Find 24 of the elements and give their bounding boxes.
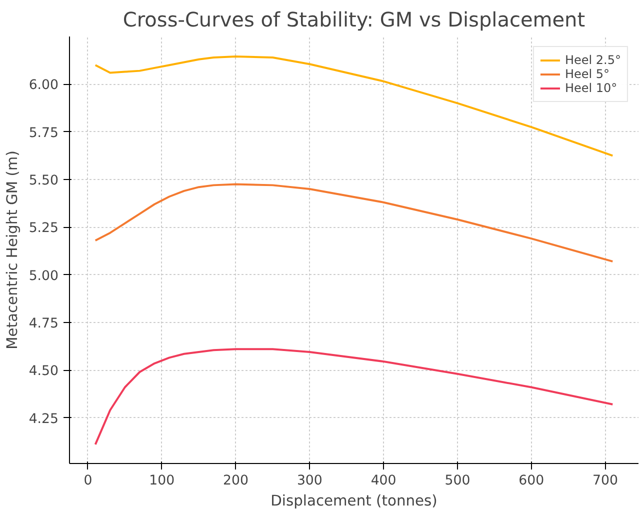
y-tick-label: 5.75 bbox=[28, 126, 59, 141]
line-series bbox=[94, 183, 614, 262]
legend-label: Heel 5° bbox=[564, 67, 610, 81]
x-tick-label: 500 bbox=[444, 474, 470, 488]
line-series bbox=[94, 348, 614, 446]
x-axis-title: Displacement (tonnes) bbox=[270, 492, 438, 510]
y-tick-label: 5.50 bbox=[28, 173, 59, 188]
legend-label: Heel 2.5° bbox=[564, 53, 621, 67]
y-tick-label: 6.00 bbox=[28, 78, 59, 94]
x-tick-label: 200 bbox=[223, 474, 248, 488]
x-tick-label: 0 bbox=[84, 474, 92, 488]
x-tick-label: 600 bbox=[518, 474, 544, 488]
y-tick-label: 5.25 bbox=[28, 221, 59, 236]
y-tick-label: 4.50 bbox=[28, 364, 59, 380]
y-tick-label: 4.75 bbox=[28, 316, 59, 332]
legend-label: Heel 10° bbox=[564, 81, 618, 95]
chart-title: Cross-Curves of Stability: GM vs Displacement bbox=[122, 8, 586, 32]
y-tick-label: 5.00 bbox=[28, 268, 59, 284]
x-tick-label: 700 bbox=[592, 474, 618, 488]
x-tick-label: 100 bbox=[149, 474, 175, 488]
x-tick-label: 300 bbox=[296, 474, 322, 488]
y-tick-label: 4.25 bbox=[28, 412, 59, 427]
x-tick-label: 400 bbox=[370, 474, 396, 488]
y-axis-title: Metacentric Height GM (m) bbox=[4, 150, 21, 350]
